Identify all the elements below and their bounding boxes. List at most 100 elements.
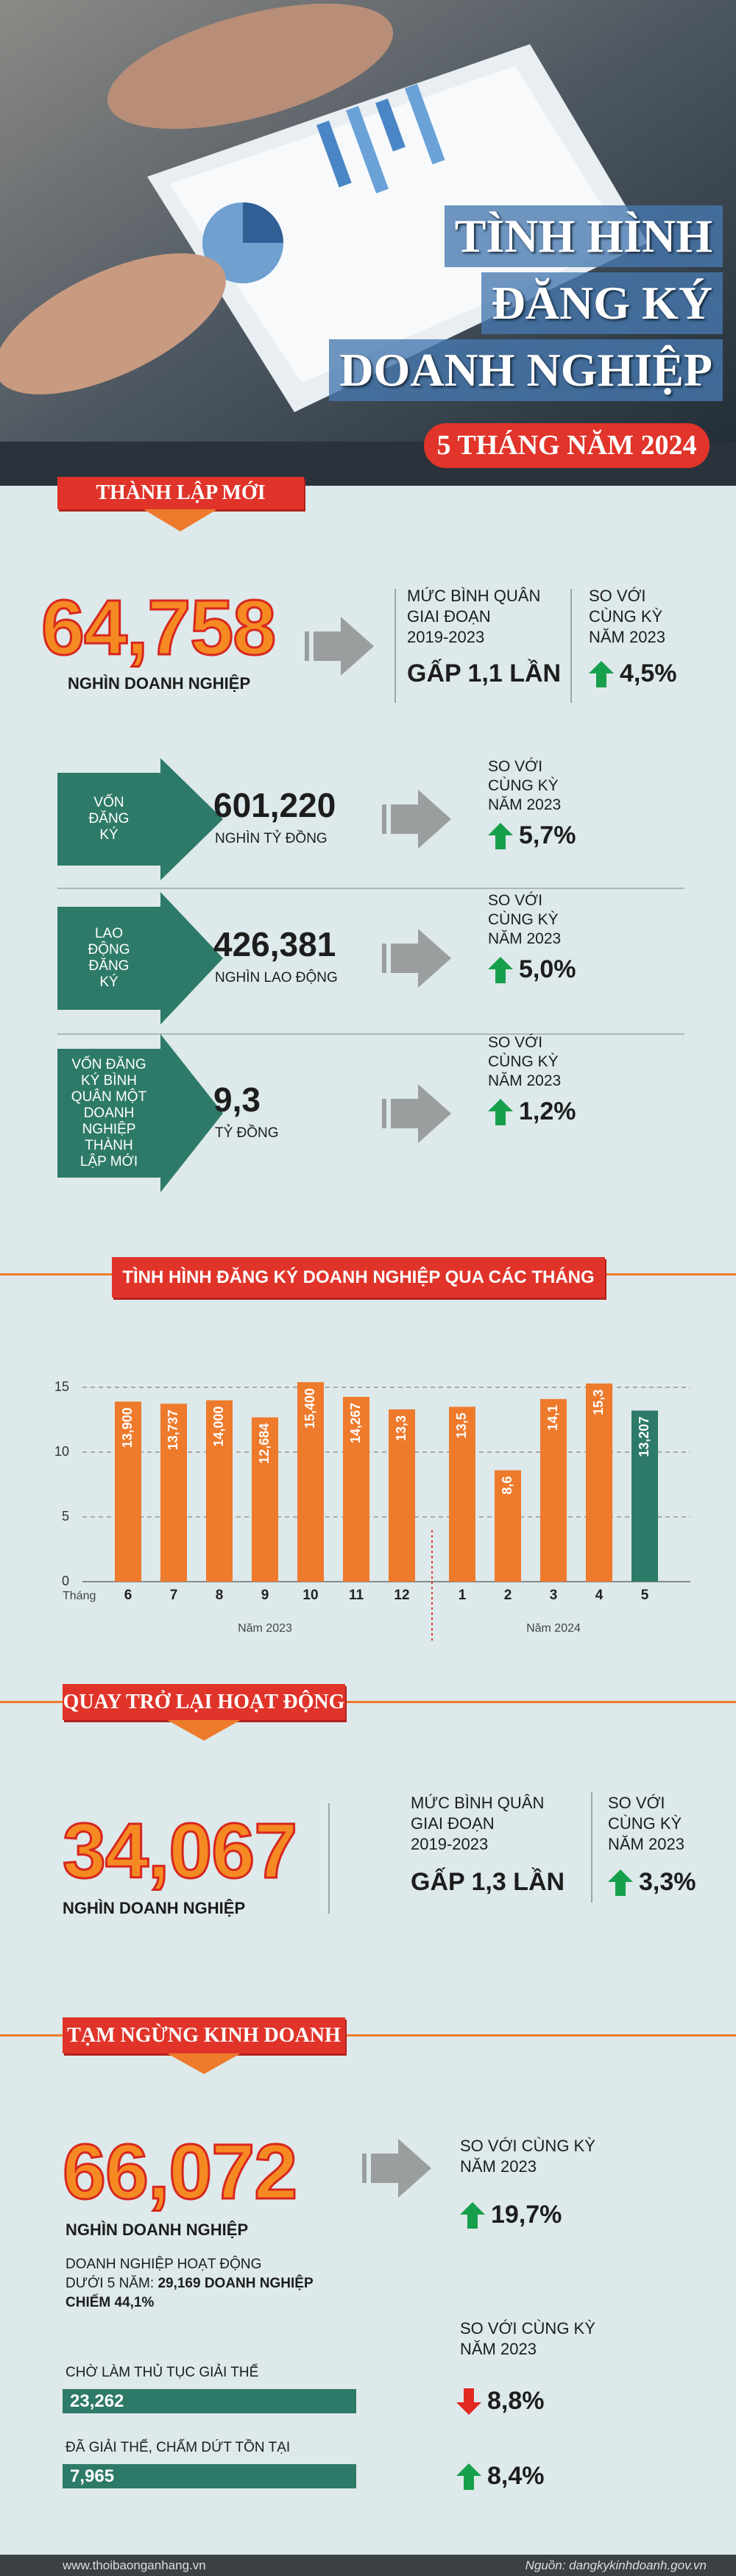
up-arrow bbox=[589, 661, 614, 687]
y-tick-label: 15 bbox=[54, 1379, 69, 1394]
section-banner: TẠM NGỪNG KINH DOANH bbox=[63, 2017, 345, 2053]
up-arrow bbox=[460, 2202, 485, 2229]
change: 1,2% bbox=[519, 1097, 576, 1125]
metric-unit: TỶ ĐỒNG bbox=[215, 1125, 279, 1141]
arrow bbox=[378, 790, 451, 849]
x-axis-label: Tháng bbox=[63, 1590, 96, 1602]
value-label: 8,6 bbox=[500, 1476, 514, 1495]
metric-label: THÀNH bbox=[85, 1137, 133, 1153]
label: CÙNG KỲ bbox=[608, 1814, 682, 1833]
divider bbox=[328, 1803, 330, 1914]
value-label: 13,207 bbox=[637, 1417, 651, 1457]
metric-unit: NGHÌN TỶ ĐỒNG bbox=[215, 831, 328, 846]
label: SO VỚI bbox=[488, 758, 543, 775]
change: 5,0% bbox=[519, 955, 576, 983]
x-tick-label: 11 bbox=[349, 1588, 364, 1603]
change: 19,7% bbox=[491, 2201, 562, 2229]
value-label: 14,267 bbox=[348, 1403, 363, 1443]
value-label: 12,684 bbox=[257, 1423, 272, 1464]
bar bbox=[115, 1401, 141, 1582]
item-label: CHỜ LÀM THỦ TỤC GIẢI THỂ bbox=[66, 2365, 259, 2380]
chart: 051015Tháng13,900613,737714,000812,68491… bbox=[54, 1379, 690, 1641]
x-tick-label: 12 bbox=[394, 1588, 409, 1603]
metric-value: 9,3 bbox=[213, 1080, 261, 1119]
big-number: 66,072 bbox=[61, 2129, 298, 2215]
title-line: DOANH NGHIỆP bbox=[329, 339, 723, 401]
x-tick-label: 8 bbox=[216, 1588, 224, 1603]
big-number: 34,067 bbox=[61, 1808, 298, 1894]
section-banner: QUAY TRỞ LẠI HOẠT ĐỘNG bbox=[63, 1684, 345, 1720]
x-tick-label: 9 bbox=[261, 1588, 269, 1603]
label: 2019-2023 bbox=[411, 1835, 489, 1853]
x-tick-label: 4 bbox=[595, 1588, 604, 1603]
chart-title: TÌNH HÌNH ĐĂNG KÝ DOANH NGHIỆP QUA CÁC T… bbox=[112, 1257, 605, 1298]
label: NĂM 2023 bbox=[488, 930, 562, 947]
label: CÙNG KỲ bbox=[488, 911, 559, 928]
change: 4,5% bbox=[620, 659, 677, 687]
metric-label: LẬP MỚI bbox=[79, 1153, 138, 1170]
up-arrow bbox=[488, 823, 513, 849]
x-tick-label: 5 bbox=[641, 1588, 649, 1603]
divider bbox=[591, 1792, 592, 1903]
item-value: 7,965 bbox=[70, 2466, 115, 2486]
arrow bbox=[358, 2139, 431, 2198]
label: CÙNG KỲ bbox=[589, 607, 663, 626]
bar bbox=[495, 1470, 521, 1582]
bar bbox=[252, 1417, 278, 1582]
label: NĂM 2023 bbox=[608, 1835, 684, 1853]
bar bbox=[586, 1383, 612, 1582]
item-value: 23,262 bbox=[70, 2391, 124, 2411]
bar bbox=[631, 1410, 658, 1582]
change: 3,3% bbox=[639, 1868, 696, 1896]
label: 2019-2023 bbox=[407, 628, 485, 646]
label: SO VỚI bbox=[488, 892, 543, 909]
label: NĂM 2023 bbox=[488, 796, 562, 813]
footer bbox=[0, 2555, 736, 2576]
label: CÙNG KỲ bbox=[488, 1053, 559, 1070]
down-pointer bbox=[144, 509, 217, 531]
footer-source: Nguồn: dangkykinhdoanh.gov.vn bbox=[525, 2558, 707, 2572]
bar bbox=[343, 1396, 369, 1582]
metric-label: NGHIỆP bbox=[82, 1121, 136, 1137]
note: DƯỚI 5 NĂM: bbox=[66, 2276, 155, 2291]
x-tick-label: 10 bbox=[302, 1588, 318, 1603]
separator bbox=[57, 1033, 684, 1035]
label: SO VỚI bbox=[589, 587, 646, 605]
title-line: TÌNH HÌNH bbox=[444, 205, 723, 267]
x-tick-label: 2 bbox=[504, 1588, 512, 1603]
metric-label: ĐỘNG bbox=[88, 942, 130, 958]
arrow bbox=[378, 1083, 451, 1143]
label-arrow bbox=[57, 1034, 223, 1192]
bar bbox=[389, 1409, 415, 1582]
metric-label: ĐĂNG bbox=[88, 958, 130, 974]
unit: NGHÌN DOANH NGHIỆP bbox=[66, 2221, 249, 2239]
subtitle: 5 THÁNG NĂM 2024 bbox=[424, 423, 710, 468]
metric-label: VỐN ĐĂNG bbox=[71, 1056, 146, 1072]
up-arrow bbox=[456, 2463, 481, 2490]
bar bbox=[297, 1381, 324, 1582]
change: 8,4% bbox=[487, 2462, 545, 2490]
metric-value: 426,381 bbox=[213, 925, 336, 963]
unit: NGHÌN DOANH NGHIỆP bbox=[63, 1899, 246, 1917]
x-tick-label: 7 bbox=[170, 1588, 178, 1603]
metric-label: QUÂN MỘT bbox=[71, 1089, 147, 1105]
up-arrow bbox=[488, 1099, 513, 1125]
metric-value: 601,220 bbox=[213, 786, 336, 824]
label: NĂM 2023 bbox=[460, 2157, 537, 2176]
value-label: 14,1 bbox=[545, 1405, 560, 1431]
bar bbox=[449, 1406, 475, 1582]
metric-label: LAO bbox=[94, 926, 124, 941]
label: SO VỚI CÙNG KỲ bbox=[460, 2137, 595, 2155]
change: 8,8% bbox=[487, 2387, 545, 2415]
label: MỨC BÌNH QUÂN bbox=[407, 587, 541, 605]
value-label: 13,737 bbox=[166, 1409, 180, 1450]
metric-label: KÝ BÌNH bbox=[80, 1072, 138, 1089]
value-label: 13,5 bbox=[454, 1412, 469, 1438]
metric-label: DOANH bbox=[83, 1105, 135, 1121]
value-label: 15,3 bbox=[591, 1390, 606, 1415]
metric-label: KÝ bbox=[99, 827, 118, 843]
value-label: 14,000 bbox=[211, 1406, 226, 1447]
label: NĂM 2023 bbox=[589, 628, 665, 646]
